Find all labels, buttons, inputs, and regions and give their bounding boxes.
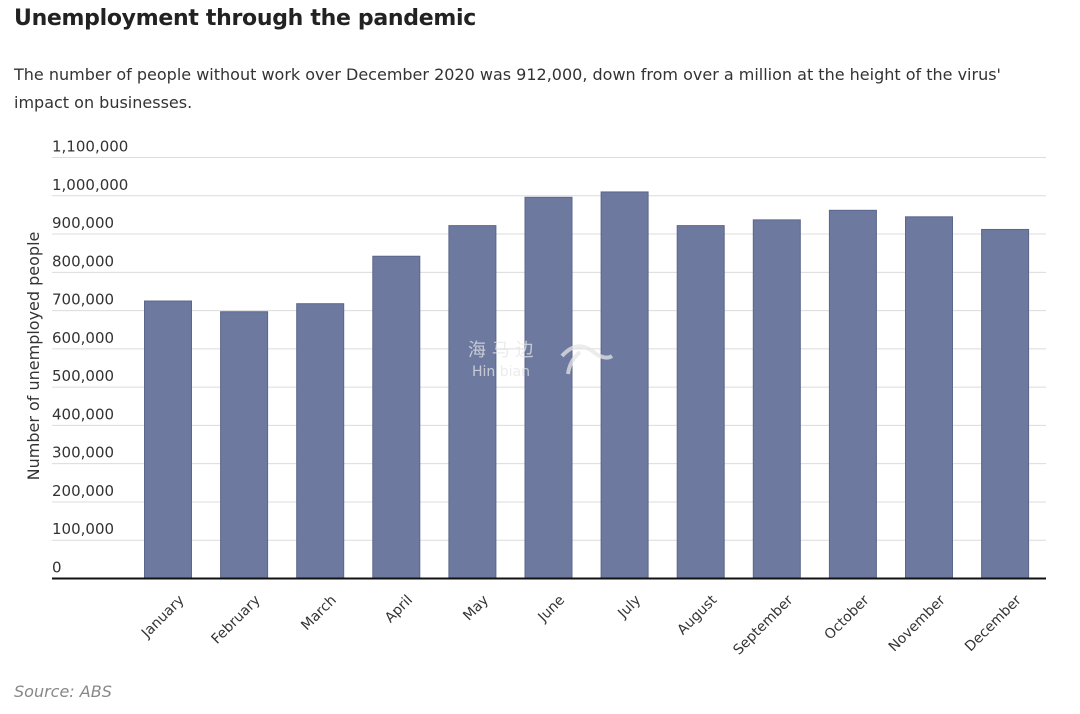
x-tick-labels: January February March April May June July Augu… bbox=[138, 592, 1025, 658]
x-tick-label: August bbox=[674, 592, 720, 638]
x-tick-label: September bbox=[730, 592, 796, 658]
watermark-logo: 海 马 边 Hin bian bbox=[468, 340, 614, 380]
x-tick-label: July bbox=[614, 592, 644, 622]
x-tick-label: November bbox=[886, 592, 949, 655]
y-tick-label: 1,000,000 bbox=[52, 176, 128, 194]
x-tick-label: December bbox=[962, 592, 1025, 655]
bar-july bbox=[600, 191, 649, 579]
y-tick-label: 0 bbox=[52, 559, 62, 577]
x-tick-label: March bbox=[298, 592, 339, 633]
y-tick-label: 700,000 bbox=[52, 291, 114, 309]
bar-april bbox=[372, 255, 421, 579]
x-tick-label: February bbox=[209, 592, 264, 647]
bar-january bbox=[144, 300, 192, 579]
x-tick-label: January bbox=[138, 592, 188, 642]
y-tick-label: 1,100,000 bbox=[52, 138, 128, 156]
x-tick-label: October bbox=[822, 592, 873, 643]
y-tick-label: 800,000 bbox=[52, 252, 114, 270]
chart-title: Unemployment through the pandemic bbox=[14, 6, 476, 31]
y-tick-label: 300,000 bbox=[52, 444, 114, 462]
x-tick-label: June bbox=[535, 592, 569, 626]
x-tick-label: May bbox=[460, 592, 492, 624]
bars bbox=[144, 191, 1030, 579]
bar-august bbox=[676, 225, 725, 579]
bar-november bbox=[905, 216, 953, 579]
bar-may bbox=[448, 225, 497, 579]
y-tick-label: 900,000 bbox=[52, 214, 114, 232]
chart-subtitle: The number of people without work over D… bbox=[14, 65, 1001, 112]
bar-december bbox=[981, 228, 1030, 579]
bar-march bbox=[296, 303, 345, 579]
y-tick-label: 500,000 bbox=[52, 367, 114, 385]
y-axis-title: Number of unemployed people bbox=[24, 232, 43, 481]
svg-text:Hin bian: Hin bian bbox=[472, 364, 530, 380]
y-tick-label: 200,000 bbox=[52, 482, 114, 500]
source-note: Source: ABS bbox=[14, 682, 112, 701]
bar-february bbox=[220, 311, 269, 579]
y-tick-label: 100,000 bbox=[52, 520, 114, 538]
svg-text:海 马 边: 海 马 边 bbox=[468, 340, 533, 361]
x-tick-label: April bbox=[382, 592, 416, 626]
bar-september bbox=[752, 219, 801, 579]
y-tick-label: 600,000 bbox=[52, 329, 114, 347]
bar-october bbox=[828, 209, 877, 579]
y-tick-label: 400,000 bbox=[52, 405, 114, 423]
bar-june bbox=[524, 196, 573, 579]
y-tick-labels: 0 100,000 200,000 300,000 400,000 500,000 600,… bbox=[52, 138, 128, 577]
